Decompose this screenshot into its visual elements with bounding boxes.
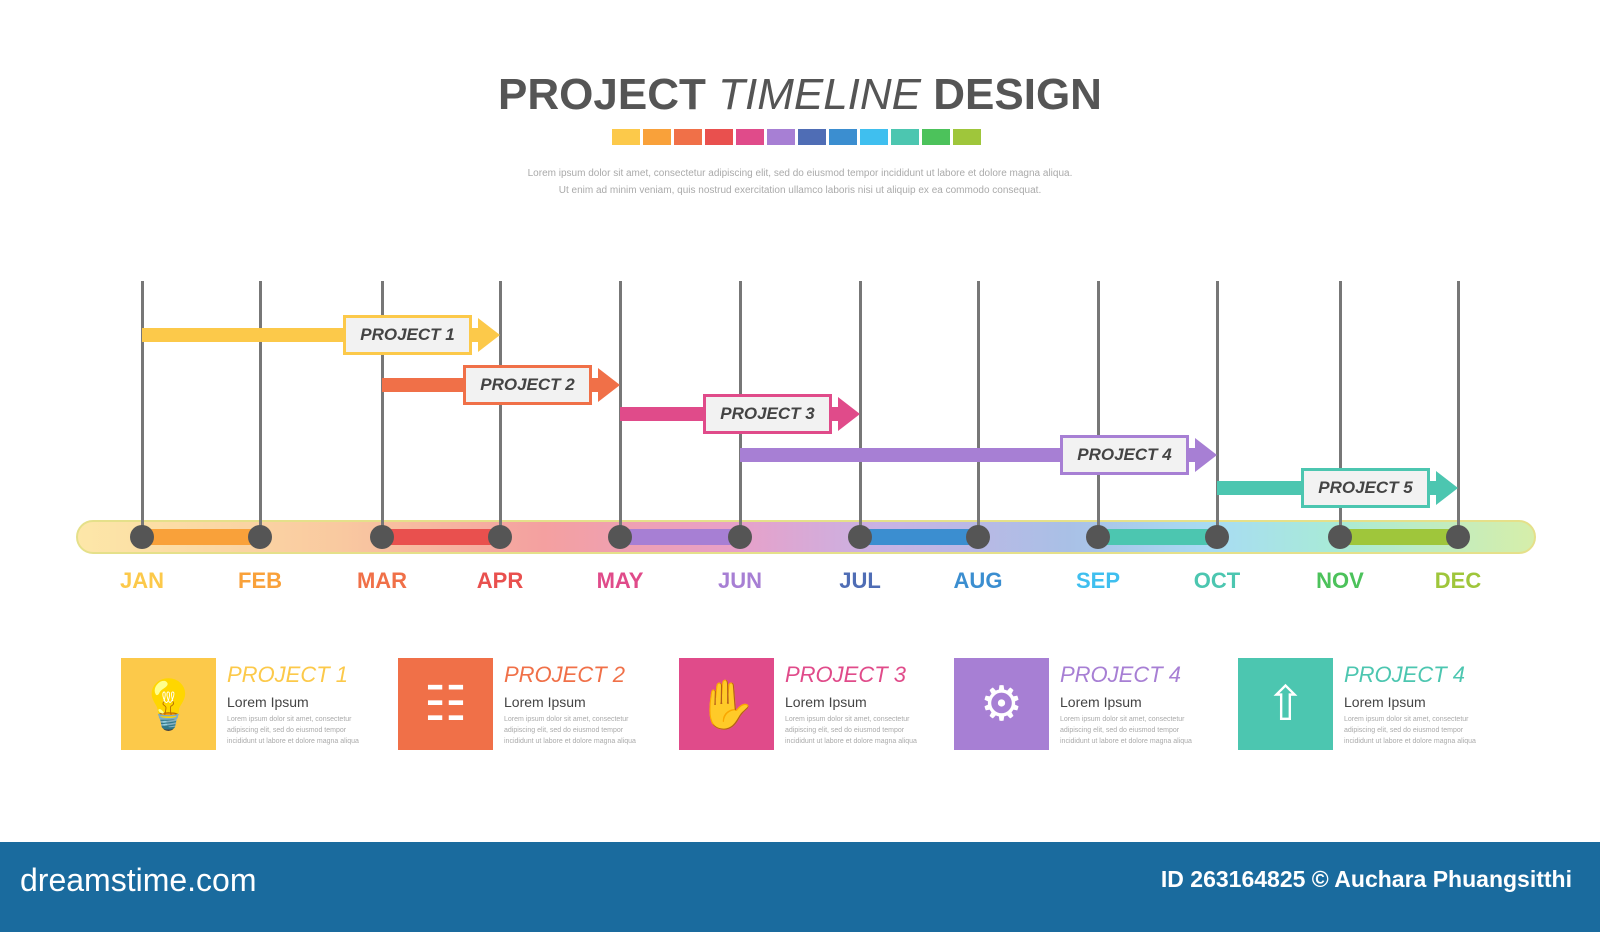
project-card: ⇧ PROJECT 4 Lorem Ipsum Lorem ipsum dolo…: [1238, 658, 1476, 750]
plant-growth-icon: ⇧: [1238, 658, 1333, 750]
project-label: PROJECT 1: [343, 315, 472, 355]
page-title: PROJECT TIMELINE DESIGN: [0, 70, 1600, 120]
title-part: DESIGN: [933, 70, 1102, 119]
month-marker: [370, 525, 394, 549]
month-gridline: [1216, 281, 1219, 536]
subtitle-line: Ut enim ad minim veniam, quis nostrud ex…: [558, 185, 1042, 196]
project-label: PROJECT 2: [463, 365, 592, 405]
project-arrow-head: [838, 397, 860, 431]
card-title: PROJECT 4: [1060, 662, 1182, 687]
month-label: APR: [476, 568, 524, 593]
image-credit: ID 263164825 © Auchara Phuangsitthi: [1160, 866, 1572, 892]
card-title: PROJECT 2: [504, 662, 626, 687]
color-swatch: [922, 129, 950, 145]
title-part: PROJECT: [498, 70, 706, 119]
color-swatches: [612, 129, 981, 145]
color-swatch: [767, 129, 795, 145]
month-gridline: [859, 281, 862, 536]
card-title: PROJECT 3: [785, 662, 907, 687]
color-swatch: [705, 129, 733, 145]
project-card: 💡 PROJECT 1 Lorem Ipsum Lorem ipsum dolo…: [121, 658, 359, 750]
month-segment: [382, 529, 500, 545]
color-swatch: [736, 129, 764, 145]
project-card: ☷ PROJECT 2 Lorem Ipsum Lorem ipsum dolo…: [398, 658, 636, 750]
month-segment: [860, 529, 978, 545]
card-title: PROJECT 1: [227, 662, 349, 687]
project-arrow-head: [1195, 438, 1217, 472]
card-subtitle: Lorem Ipsum: [504, 694, 586, 710]
color-swatch: [612, 129, 640, 145]
card-subtitle: Lorem Ipsum: [785, 694, 867, 710]
checklist-gear-icon: ☷: [398, 658, 493, 750]
color-swatch: [674, 129, 702, 145]
month-gridline: [141, 281, 144, 536]
card-subtitle: Lorem Ipsum: [227, 694, 309, 710]
lightbulb-dollar-icon: 💡: [121, 658, 216, 750]
month-marker: [1086, 525, 1110, 549]
project-label: PROJECT 3: [703, 394, 832, 434]
month-segment: [1098, 529, 1217, 545]
card-subtitle: Lorem Ipsum: [1060, 694, 1142, 710]
month-label: JUL: [839, 568, 881, 593]
month-gridline: [1457, 281, 1460, 536]
month-label: SEP: [1075, 568, 1121, 593]
project-card: ✋ PROJECT 3 Lorem Ipsum Lorem ipsum dolo…: [679, 658, 917, 750]
footer: dreamstime.com ID 263164825 © Auchara Ph…: [0, 842, 1600, 932]
month-gridline: [381, 281, 384, 536]
month-marker: [130, 525, 154, 549]
month-label: NOV: [1316, 568, 1364, 593]
month-label: MAY: [596, 568, 644, 593]
month-label: JAN: [119, 568, 164, 593]
card-title: PROJECT 4: [1344, 662, 1466, 687]
month-marker: [488, 525, 512, 549]
month-marker: [966, 525, 990, 549]
subtitle-line: Lorem ipsum dolor sit amet, consectetur …: [527, 168, 1073, 179]
month-marker: [1205, 525, 1229, 549]
project-label: PROJECT 4: [1060, 435, 1189, 475]
project-arrow-head: [598, 368, 620, 402]
month-gridline: [1097, 281, 1100, 536]
project-label: PROJECT 5: [1301, 468, 1430, 508]
card-body: Lorem ipsum dolor sit amet, consectetur …: [785, 716, 917, 745]
card-body: Lorem ipsum dolor sit amet, consectetur …: [1060, 716, 1192, 745]
brand-logo: dreamstime.com: [20, 862, 257, 898]
month-marker: [608, 525, 632, 549]
timeline-bar: [76, 520, 1536, 554]
month-label: JUN: [717, 568, 762, 593]
month-label: DEC: [1434, 568, 1482, 593]
month-gridline: [977, 281, 980, 536]
month-segment: [1340, 529, 1458, 545]
month-marker: [1446, 525, 1470, 549]
card-body: Lorem ipsum dolor sit amet, consectetur …: [1344, 716, 1476, 745]
month-label: FEB: [238, 568, 282, 593]
month-gridline: [1339, 281, 1342, 536]
month-label: OCT: [1193, 568, 1241, 593]
month-label: MAR: [356, 568, 408, 593]
color-swatch: [798, 129, 826, 145]
color-swatch: [829, 129, 857, 145]
color-swatch: [891, 129, 919, 145]
card-subtitle: Lorem Ipsum: [1344, 694, 1426, 710]
month-gridline: [259, 281, 262, 536]
card-body: Lorem ipsum dolor sit amet, consectetur …: [227, 716, 359, 745]
month-marker: [848, 525, 872, 549]
month-gridline: [499, 281, 502, 536]
project-arrow-head: [478, 318, 500, 352]
month-segment: [620, 529, 740, 545]
month-marker: [248, 525, 272, 549]
month-segment: [142, 529, 260, 545]
color-swatch: [643, 129, 671, 145]
color-swatch: [860, 129, 888, 145]
title-part: TIMELINE: [718, 70, 922, 119]
color-swatch: [953, 129, 981, 145]
month-marker: [1328, 525, 1352, 549]
project-arrow-head: [1436, 471, 1458, 505]
month-marker: [728, 525, 752, 549]
project-card: ⚙ PROJECT 4 Lorem Ipsum Lorem ipsum dolo…: [954, 658, 1192, 750]
month-label: AUG: [953, 568, 1003, 593]
teamwork-hands-icon: ✋: [679, 658, 774, 750]
card-body: Lorem ipsum dolor sit amet, consectetur …: [504, 716, 636, 745]
gear-cycle-icon: ⚙: [954, 658, 1049, 750]
